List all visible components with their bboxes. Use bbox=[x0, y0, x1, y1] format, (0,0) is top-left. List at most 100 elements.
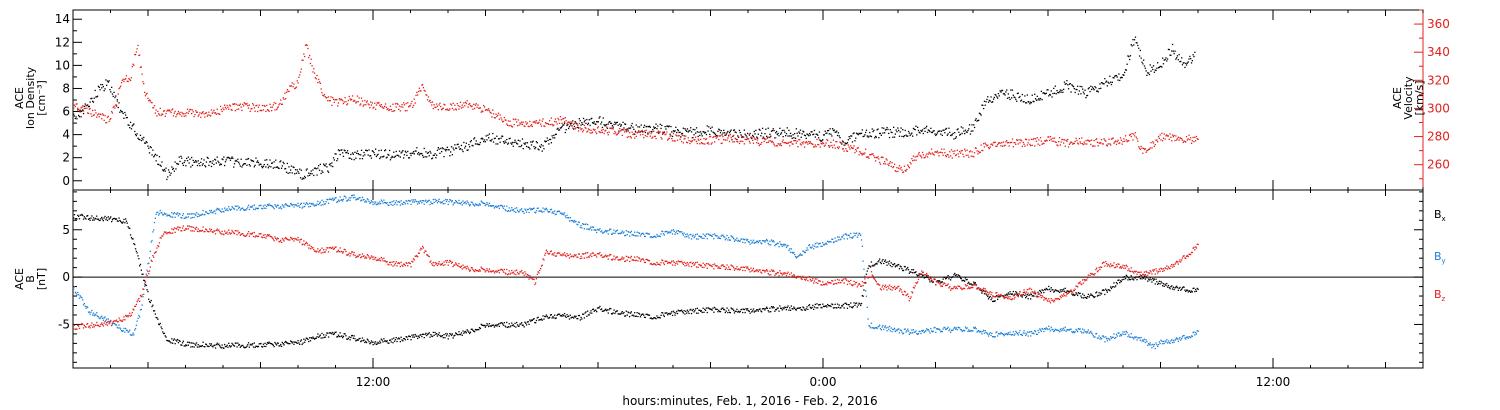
bx-point bbox=[292, 341, 294, 343]
bx-point bbox=[1039, 289, 1041, 292]
by-point bbox=[118, 324, 120, 326]
by-point bbox=[395, 200, 397, 202]
velocity-point bbox=[893, 166, 895, 168]
velocity-point bbox=[620, 129, 623, 131]
by-point bbox=[379, 203, 382, 205]
velocity-point bbox=[1082, 143, 1085, 146]
density-point bbox=[1120, 76, 1122, 78]
bx-point bbox=[195, 344, 197, 346]
by-point bbox=[255, 207, 257, 209]
bx-point bbox=[893, 264, 895, 266]
velocity-point bbox=[323, 93, 326, 96]
density-point bbox=[347, 152, 349, 155]
velocity-point bbox=[605, 129, 607, 131]
velocity-point bbox=[172, 115, 175, 117]
bx-point bbox=[358, 338, 360, 340]
by-point bbox=[77, 291, 79, 294]
density-point bbox=[156, 154, 158, 156]
velocity-point bbox=[605, 126, 608, 128]
by-point bbox=[389, 202, 391, 204]
velocity-point bbox=[389, 105, 392, 107]
density-point bbox=[858, 132, 860, 134]
bx-point bbox=[570, 317, 572, 319]
density-point bbox=[650, 131, 652, 133]
velocity-point bbox=[640, 130, 642, 132]
velocity-point bbox=[1110, 144, 1112, 146]
density-point bbox=[699, 134, 701, 137]
velocity-point bbox=[519, 122, 521, 124]
density-point bbox=[151, 154, 153, 156]
bx-point bbox=[549, 316, 551, 319]
bx-point bbox=[917, 275, 919, 277]
velocity-point bbox=[1011, 138, 1014, 140]
bx-point bbox=[645, 313, 647, 315]
density-point bbox=[478, 143, 480, 146]
by-point bbox=[447, 203, 449, 206]
velocity-point bbox=[543, 125, 545, 127]
density-point bbox=[271, 162, 274, 164]
density-point bbox=[917, 126, 919, 128]
velocity-point bbox=[708, 143, 710, 145]
density-point bbox=[544, 140, 546, 142]
density-point bbox=[136, 133, 138, 135]
density-point bbox=[76, 118, 78, 120]
bx-point bbox=[522, 324, 524, 326]
by-point bbox=[258, 205, 260, 207]
velocity-point bbox=[162, 110, 165, 112]
velocity-point bbox=[241, 109, 243, 112]
bx-point bbox=[918, 273, 920, 275]
velocity-point bbox=[429, 99, 431, 101]
velocity-point bbox=[587, 128, 590, 130]
density-point bbox=[628, 127, 630, 129]
bx-point bbox=[1038, 293, 1040, 295]
bx-point bbox=[337, 336, 339, 338]
by-point bbox=[571, 219, 573, 222]
velocity-point bbox=[752, 139, 754, 141]
by-point bbox=[125, 329, 128, 331]
bx-point bbox=[1191, 291, 1193, 293]
bx-point bbox=[1120, 280, 1122, 283]
density-point bbox=[827, 129, 830, 132]
density-point bbox=[778, 135, 780, 137]
density-point bbox=[550, 142, 552, 144]
velocity-point bbox=[913, 159, 915, 161]
velocity-point bbox=[917, 155, 919, 157]
bx-point bbox=[888, 260, 891, 262]
by-point bbox=[254, 208, 256, 211]
density-point bbox=[285, 171, 288, 173]
velocity-point bbox=[422, 87, 425, 89]
velocity-point bbox=[173, 112, 175, 114]
velocity-point bbox=[92, 109, 94, 112]
velocity-point bbox=[1031, 144, 1033, 146]
bx-point bbox=[554, 314, 556, 316]
bx-point bbox=[413, 336, 415, 338]
velocity-point bbox=[1149, 147, 1151, 149]
density-point bbox=[670, 125, 672, 128]
bx-point bbox=[1163, 285, 1165, 287]
bx-point bbox=[211, 345, 213, 347]
velocity-point bbox=[894, 170, 896, 172]
by-point bbox=[245, 209, 247, 211]
density-point bbox=[841, 140, 844, 142]
density-point bbox=[1159, 65, 1161, 68]
velocity-point bbox=[356, 95, 359, 97]
velocity-point bbox=[148, 99, 151, 101]
velocity-point bbox=[502, 121, 504, 123]
velocity-point bbox=[909, 161, 911, 164]
density-point bbox=[417, 151, 420, 154]
density-point bbox=[1084, 89, 1086, 91]
velocity-point bbox=[814, 144, 816, 146]
by-point bbox=[296, 205, 298, 207]
density-point bbox=[755, 129, 757, 131]
bx-point bbox=[1152, 279, 1155, 281]
velocity-point bbox=[1138, 147, 1141, 149]
density-point bbox=[356, 152, 358, 154]
density-point bbox=[690, 127, 692, 129]
velocity-point bbox=[126, 80, 128, 82]
density-point bbox=[139, 138, 141, 141]
density-point bbox=[1086, 95, 1088, 97]
velocity-point bbox=[782, 139, 784, 141]
velocity-point bbox=[861, 154, 863, 156]
density-point bbox=[258, 164, 260, 166]
density-point bbox=[154, 153, 156, 155]
